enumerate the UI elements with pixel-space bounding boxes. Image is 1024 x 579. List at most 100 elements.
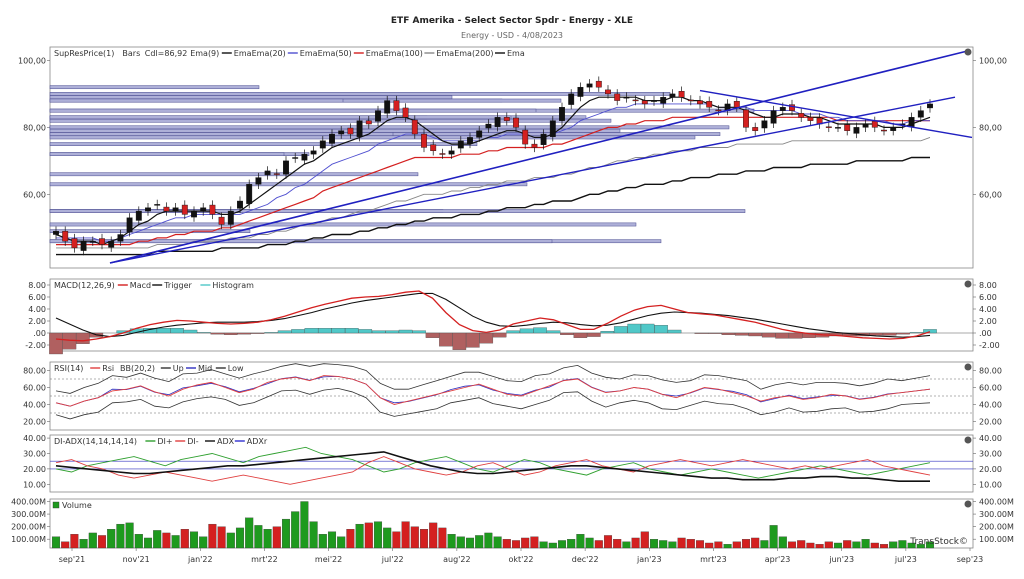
volume-bar	[300, 501, 309, 549]
candle-body	[513, 117, 519, 128]
candle-body	[430, 144, 437, 152]
ema100-line	[56, 136, 931, 249]
candle-body	[338, 130, 345, 135]
volume-bar	[751, 537, 760, 549]
adx-legend-item: ADX	[217, 437, 235, 446]
adx-legend-item: DI+	[157, 437, 172, 446]
candle-body	[135, 210, 142, 221]
candle-body	[807, 117, 814, 121]
rsi-tick-label-left: 20.00	[23, 418, 46, 427]
candle-body	[825, 126, 832, 128]
sr-band	[49, 209, 746, 213]
rsi-legend-item: RSI(14)	[54, 364, 83, 373]
macd-tick-label-right: -2.00	[979, 341, 1000, 350]
ema50-line	[56, 116, 930, 246]
volume-legend-item: Volume	[62, 501, 92, 510]
x-axis-tick-label: sep'21	[59, 555, 86, 564]
candle-body	[310, 150, 317, 155]
candle-body	[917, 110, 924, 118]
sr-band	[49, 125, 730, 130]
sr-band	[49, 118, 369, 123]
sr-band	[49, 182, 528, 187]
macd-histogram-bar	[667, 329, 682, 334]
adx-legend-item: DI-ADX(14,14,14,14)	[54, 437, 137, 446]
volume-bar	[548, 542, 557, 549]
macd-histogram-bar	[533, 327, 547, 334]
trendline-down	[699, 89, 973, 139]
volume-bar	[695, 540, 705, 549]
macd-histogram-bar	[479, 332, 494, 344]
rsi-tick-label-left: 40.00	[23, 401, 46, 410]
macd-histogram-bar	[345, 328, 359, 334]
macd-histogram-bar	[734, 332, 749, 336]
volume-bar	[346, 529, 355, 549]
volume-bar	[281, 518, 291, 549]
macd-legend-item: Histogram	[212, 281, 254, 290]
sr-band	[49, 95, 453, 100]
volume-bar	[419, 529, 429, 549]
price-legend-item: Ema(200)	[454, 49, 493, 58]
volume-bar	[833, 542, 843, 549]
candle-body	[439, 153, 446, 155]
candle-body	[651, 100, 657, 102]
macd-tick-label-right: 4.00	[979, 305, 997, 314]
volume-bar	[291, 511, 300, 549]
volume-tick-label-left: 300.00M	[11, 510, 46, 519]
candle-body	[687, 99, 694, 102]
volume-bar	[539, 541, 548, 549]
adx-legend-item: ADXr	[247, 437, 268, 446]
volume-bar	[475, 535, 484, 549]
di-minus-line	[55, 456, 931, 485]
candle-body	[126, 217, 133, 233]
candle-body	[678, 90, 685, 98]
volume-bar	[585, 537, 594, 549]
macd-tick-label-left: .00	[33, 329, 46, 338]
price-legend-item: Ema(100)	[384, 49, 423, 58]
volume-bar	[162, 532, 171, 549]
macd-histogram-bar	[250, 332, 265, 334]
price-legend-item: Ema(9)	[190, 49, 219, 58]
rsi-legend-item: Rsi	[102, 364, 114, 373]
volume-bar	[97, 535, 107, 549]
volume-bar	[576, 534, 585, 549]
volume-tick-label-left: 200.00M	[11, 523, 46, 532]
candle-body	[283, 160, 289, 175]
candle-body	[531, 143, 538, 148]
x-axis-tick-label: apr'23	[765, 555, 791, 564]
x-axis-tick-label: jul'23	[894, 555, 917, 564]
volume-bar	[677, 537, 686, 549]
macd-tick-label-left: 8.00	[28, 281, 46, 290]
candle-body	[80, 241, 87, 251]
sr-band	[49, 115, 512, 120]
volume-bar	[723, 544, 732, 549]
volume-bar	[217, 526, 226, 549]
volume-bar	[373, 521, 383, 549]
volume-bar	[916, 544, 925, 549]
candle-body	[347, 127, 354, 135]
candle-body	[577, 86, 584, 97]
macd-histogram-bar	[318, 328, 332, 334]
macd-histogram-bar	[385, 330, 399, 334]
candle-body	[71, 238, 78, 249]
volume-bar	[189, 531, 199, 549]
price-legend-item: Ema	[436, 49, 454, 58]
volume-bar	[861, 539, 870, 549]
sr-band	[49, 152, 285, 157]
volume-bar	[879, 544, 889, 549]
macd-histogram-bar	[304, 328, 319, 334]
macd-histogram-bar	[492, 332, 507, 338]
candle-body	[476, 130, 483, 138]
macd-histogram-bar	[748, 332, 762, 337]
volume-bar	[622, 541, 631, 549]
volume-panel-close-icon	[964, 500, 972, 508]
macd-tick-label-left: -2.00	[25, 341, 46, 350]
macd-histogram-bar	[210, 332, 225, 335]
volume-bar	[116, 523, 125, 549]
macd-histogram-bar	[277, 330, 292, 334]
volume-bar	[797, 540, 806, 549]
page-title: ETF Amerika - Select Sector Spdr - Energ…	[390, 16, 634, 26]
x-axis-tick-label: jan'22	[187, 555, 213, 564]
volume-bar	[410, 526, 419, 549]
candle-body	[789, 104, 795, 111]
candle-body	[641, 100, 648, 105]
